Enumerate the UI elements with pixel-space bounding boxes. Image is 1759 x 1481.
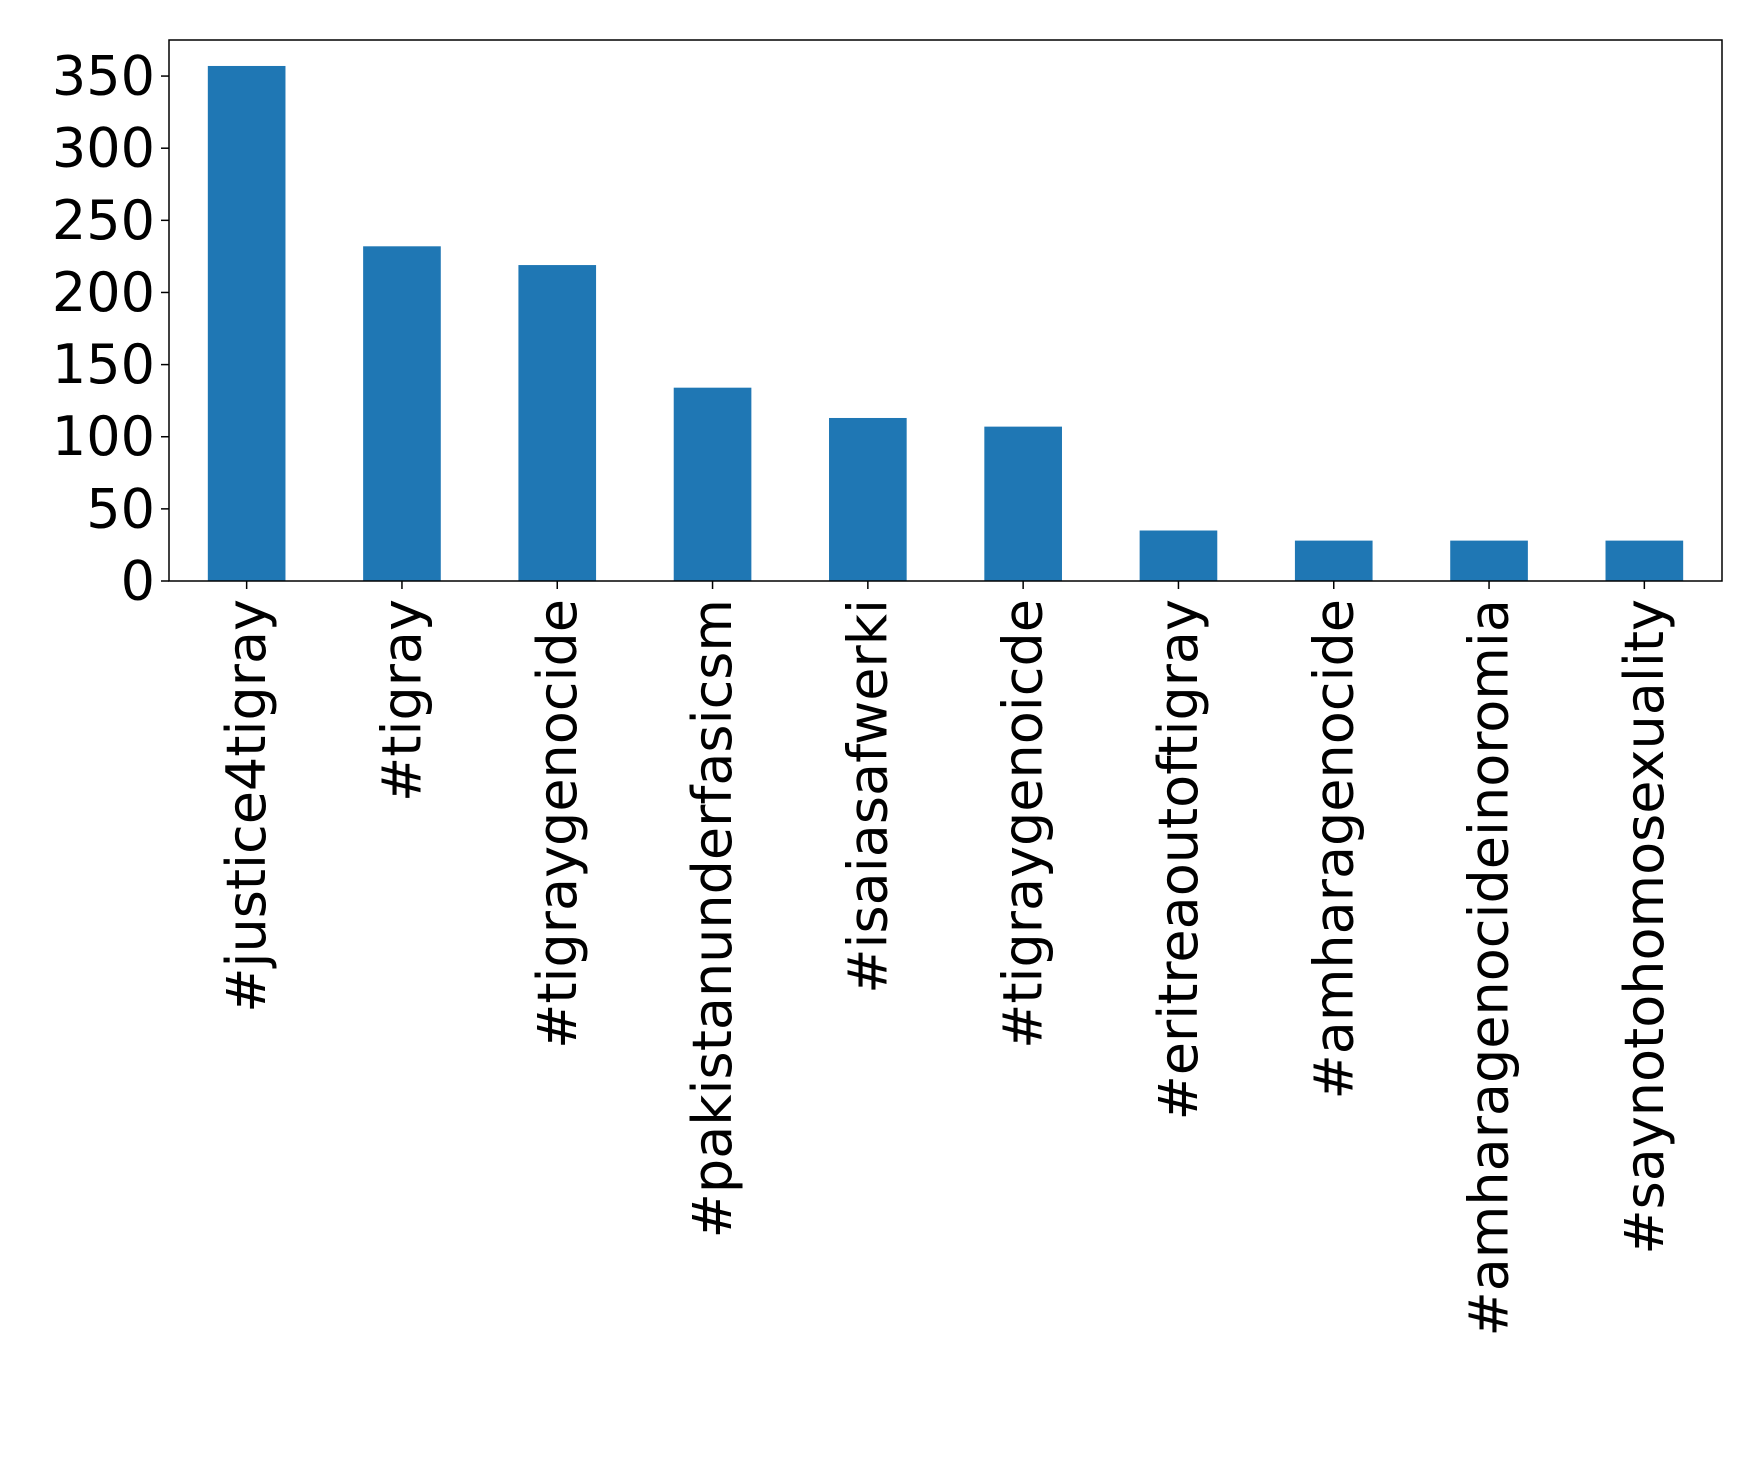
y-tick-label-300: 300 (52, 117, 155, 180)
x-tick-label-1: #tigray (370, 599, 433, 802)
bar-4 (829, 417, 907, 581)
x-tick-label-2: #tigraygenocide (526, 599, 589, 1049)
bar-9 (1605, 540, 1684, 581)
bar-1 (363, 246, 441, 582)
x-tick-label-3: #pakistanunderfasicsm (681, 599, 744, 1238)
x-tick-label-9: #saynotohomosexuality (1613, 599, 1676, 1255)
y-tick-label-100: 100 (52, 405, 155, 468)
bar-5 (984, 426, 1062, 581)
x-tick-label-7: #amharagenocide (1302, 599, 1365, 1100)
bar-7 (1294, 540, 1373, 581)
bar-2 (518, 265, 597, 581)
bars-layer (207, 65, 1684, 582)
x-tick-label-0: #justice4tigray (215, 599, 278, 1013)
bar-3 (673, 387, 752, 581)
y-tick-label-50: 50 (86, 477, 155, 540)
bar-6 (1139, 530, 1218, 581)
x-tick-label-8: #amharagenocideinoromia (1458, 599, 1521, 1337)
y-tick-label-200: 200 (52, 261, 155, 324)
bar-8 (1450, 540, 1528, 581)
plot-frame (168, 39, 1723, 582)
x-tick-label-6: #eritreaoutoftigray (1147, 599, 1210, 1120)
y-tick-label-150: 150 (52, 333, 155, 396)
y-tick-label-350: 350 (52, 45, 155, 108)
x-tick-label-5: #tigraygenoicde (992, 599, 1055, 1049)
y-tick-label-0: 0 (121, 550, 155, 613)
y-axis: 0 50 100 150 200 250 300 350 (52, 45, 169, 613)
bar-0 (207, 65, 286, 582)
y-tick-label-250: 250 (52, 189, 155, 252)
x-tick-label-4: #isaiasafwerki (836, 599, 899, 994)
x-axis: #justice4tigray #tigray #tigraygenocide #pa… (215, 581, 1676, 1337)
